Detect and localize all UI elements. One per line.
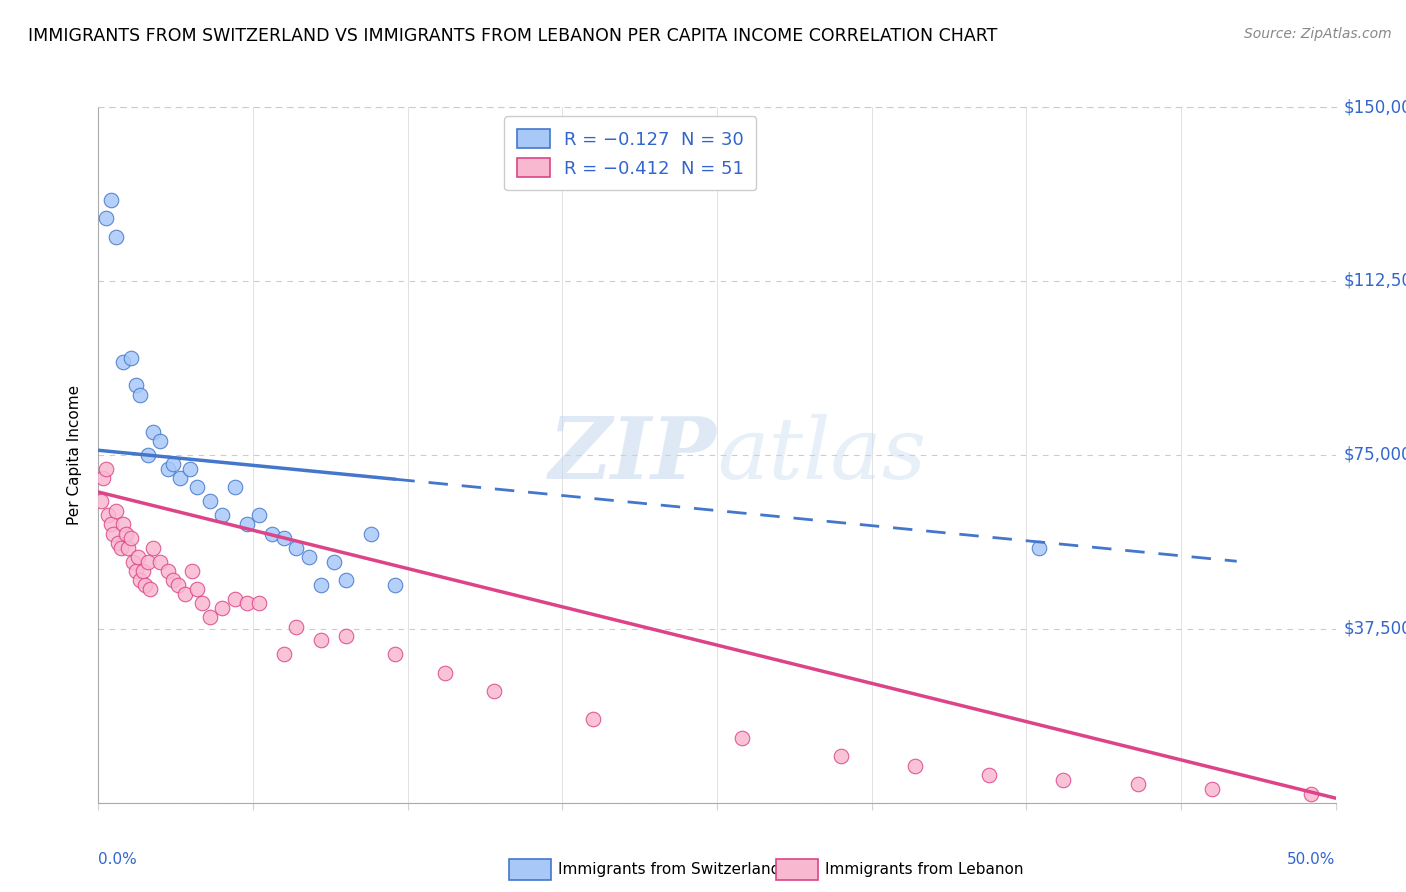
Point	[110, 541, 132, 555]
Point	[211, 508, 233, 523]
Point	[117, 541, 139, 555]
Text: Source: ZipAtlas.com: Source: ZipAtlas.com	[1244, 27, 1392, 41]
Point	[830, 749, 852, 764]
Point	[260, 526, 283, 541]
Point	[309, 578, 332, 592]
Point	[335, 629, 357, 643]
Point	[247, 508, 270, 523]
Point	[191, 596, 214, 610]
Point	[129, 573, 152, 587]
Point	[162, 573, 184, 587]
Point	[285, 541, 308, 555]
Point	[166, 578, 188, 592]
Point	[103, 526, 125, 541]
Point	[124, 564, 146, 578]
Point	[186, 582, 208, 597]
Text: atlas: atlas	[717, 414, 927, 496]
Point	[100, 517, 122, 532]
Point	[179, 462, 201, 476]
Point	[149, 555, 172, 569]
Point	[107, 536, 129, 550]
Point	[114, 526, 136, 541]
Point	[484, 684, 506, 698]
Point	[273, 532, 295, 546]
Text: $37,500: $37,500	[1344, 620, 1406, 638]
Point	[181, 564, 204, 578]
Point	[112, 355, 135, 369]
Point	[136, 448, 159, 462]
Text: 50.0%: 50.0%	[1288, 852, 1336, 866]
Point	[100, 193, 122, 207]
Point	[247, 596, 270, 610]
Point	[384, 578, 406, 592]
Point	[309, 633, 332, 648]
Point	[273, 648, 295, 662]
Text: Immigrants from Switzerland: Immigrants from Switzerland	[558, 863, 780, 877]
Point	[198, 494, 221, 508]
Point	[120, 351, 142, 365]
Point	[136, 555, 159, 569]
Point	[94, 462, 117, 476]
Text: Immigrants from Lebanon: Immigrants from Lebanon	[825, 863, 1024, 877]
Point	[174, 587, 197, 601]
Point	[129, 387, 152, 401]
Legend: R = −0.127  N = 30, R = −0.412  N = 51: R = −0.127 N = 30, R = −0.412 N = 51	[505, 116, 756, 190]
Point	[104, 230, 127, 244]
Text: $112,500: $112,500	[1344, 272, 1406, 290]
Point	[90, 494, 112, 508]
Text: IMMIGRANTS FROM SWITZERLAND VS IMMIGRANTS FROM LEBANON PER CAPITA INCOME CORRELA: IMMIGRANTS FROM SWITZERLAND VS IMMIGRANT…	[28, 27, 997, 45]
Point	[198, 610, 221, 624]
Point	[112, 517, 135, 532]
Text: $150,000: $150,000	[1344, 98, 1406, 116]
Y-axis label: Per Capita Income: Per Capita Income	[67, 384, 83, 525]
Text: ZIP: ZIP	[550, 413, 717, 497]
Point	[236, 596, 259, 610]
Point	[1299, 787, 1322, 801]
Point	[1126, 777, 1149, 791]
Point	[132, 564, 155, 578]
Point	[169, 471, 191, 485]
Point	[236, 517, 259, 532]
Point	[127, 549, 149, 564]
Point	[156, 564, 179, 578]
Point	[582, 712, 605, 726]
Point	[104, 503, 127, 517]
Point	[1052, 772, 1074, 787]
Point	[1201, 781, 1223, 796]
Point	[285, 619, 308, 633]
Point	[120, 532, 142, 546]
Point	[322, 555, 344, 569]
Point	[904, 758, 927, 772]
Point	[139, 582, 162, 597]
Point	[142, 425, 165, 439]
Point	[335, 573, 357, 587]
Point	[298, 549, 321, 564]
Point	[1028, 541, 1050, 555]
Point	[93, 471, 115, 485]
Text: 0.0%: 0.0%	[98, 852, 138, 866]
Point	[731, 731, 754, 745]
Point	[149, 434, 172, 448]
Point	[124, 378, 146, 392]
Point	[142, 541, 165, 555]
Point	[360, 526, 382, 541]
Point	[384, 648, 406, 662]
Point	[94, 211, 117, 226]
Point	[134, 578, 156, 592]
Text: $75,000: $75,000	[1344, 446, 1406, 464]
Point	[156, 462, 179, 476]
Point	[224, 480, 246, 494]
Point	[433, 665, 456, 680]
Point	[186, 480, 208, 494]
Point	[224, 591, 246, 606]
Point	[211, 601, 233, 615]
Point	[979, 768, 1001, 782]
Point	[162, 457, 184, 471]
Point	[122, 555, 145, 569]
Point	[97, 508, 120, 523]
